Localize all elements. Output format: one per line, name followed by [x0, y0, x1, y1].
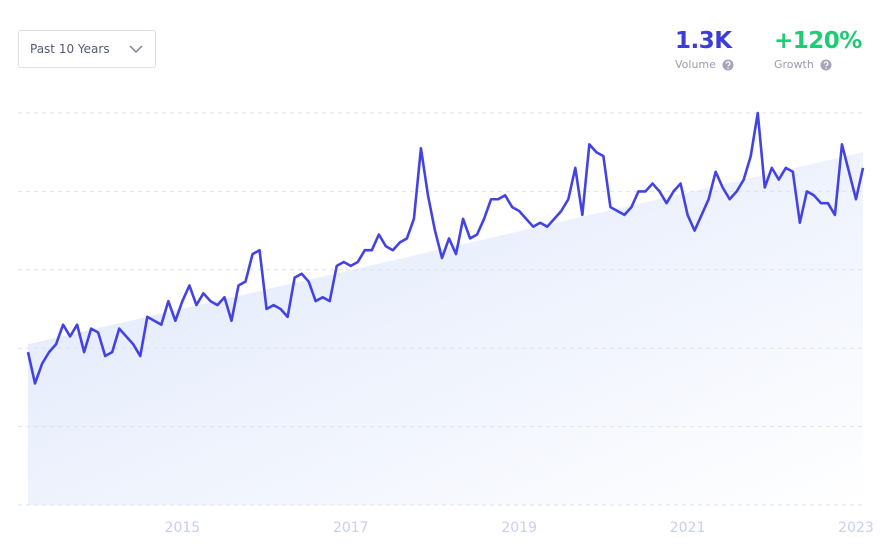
timeframe-dropdown[interactable]: Past 10 Years: [18, 30, 156, 68]
help-icon[interactable]: [820, 59, 832, 71]
volume-stat: 1.3K Volume: [675, 28, 734, 71]
x-tick-label: 2019: [501, 520, 537, 536]
x-tick-label: 2021: [670, 520, 706, 536]
trend-line: [26, 111, 865, 385]
x-tick-label: 2015: [165, 520, 201, 536]
growth-stat: +120% Growth: [774, 28, 862, 71]
timeframe-label: Past 10 Years: [30, 42, 110, 56]
stat-label: Growth: [774, 58, 814, 71]
x-tick-label: 2023: [838, 520, 874, 536]
chevron: [129, 45, 143, 53]
stat-value: 1.3K: [675, 28, 732, 54]
x-tick-label: 2017: [333, 520, 369, 536]
help-icon[interactable]: [722, 59, 734, 71]
trend-area: [28, 152, 863, 505]
stat-label: Volume: [675, 58, 716, 71]
stat-value: +120%: [774, 28, 862, 54]
